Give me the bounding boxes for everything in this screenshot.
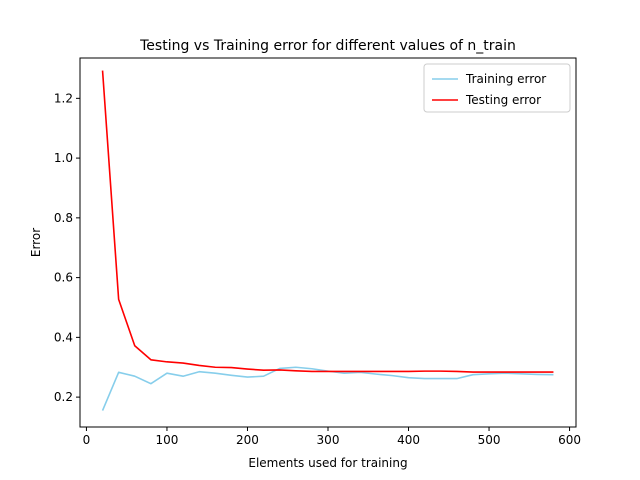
y-tick-label: 0.8: [54, 211, 73, 225]
y-tick-label: 1.0: [54, 151, 73, 165]
legend-label: Training error: [465, 72, 546, 86]
series-line-testing: [101, 70, 554, 373]
y-axis: 0.2 0.4 0.6 0.8 1.0 1.2: [54, 91, 80, 404]
x-axis: 0 100 200 300 400 500 600: [83, 427, 581, 447]
legend: Training error Testing error: [423, 63, 571, 113]
x-tick-label: 100: [156, 433, 179, 447]
legend-label: Testing error: [465, 93, 541, 107]
series-line-training: [101, 366, 554, 411]
y-tick-label: 0.2: [54, 390, 73, 404]
x-tick-label: 400: [397, 433, 420, 447]
x-tick-label: 500: [478, 433, 501, 447]
x-tick-label: 200: [236, 433, 259, 447]
y-axis-title: Error: [29, 228, 43, 257]
x-axis-title: Elements used for training: [248, 456, 407, 470]
x-tick-label: 0: [83, 433, 91, 447]
x-tick-label: 300: [317, 433, 340, 447]
y-tick-label: 1.2: [54, 91, 73, 105]
chart-title: Testing vs Training error for different …: [139, 38, 516, 54]
plot-lines: [101, 70, 554, 411]
y-tick-label: 0.4: [54, 330, 73, 344]
y-tick-label: 0.6: [54, 271, 73, 285]
x-tick-label: 600: [558, 433, 581, 447]
legend-box: [423, 63, 571, 113]
